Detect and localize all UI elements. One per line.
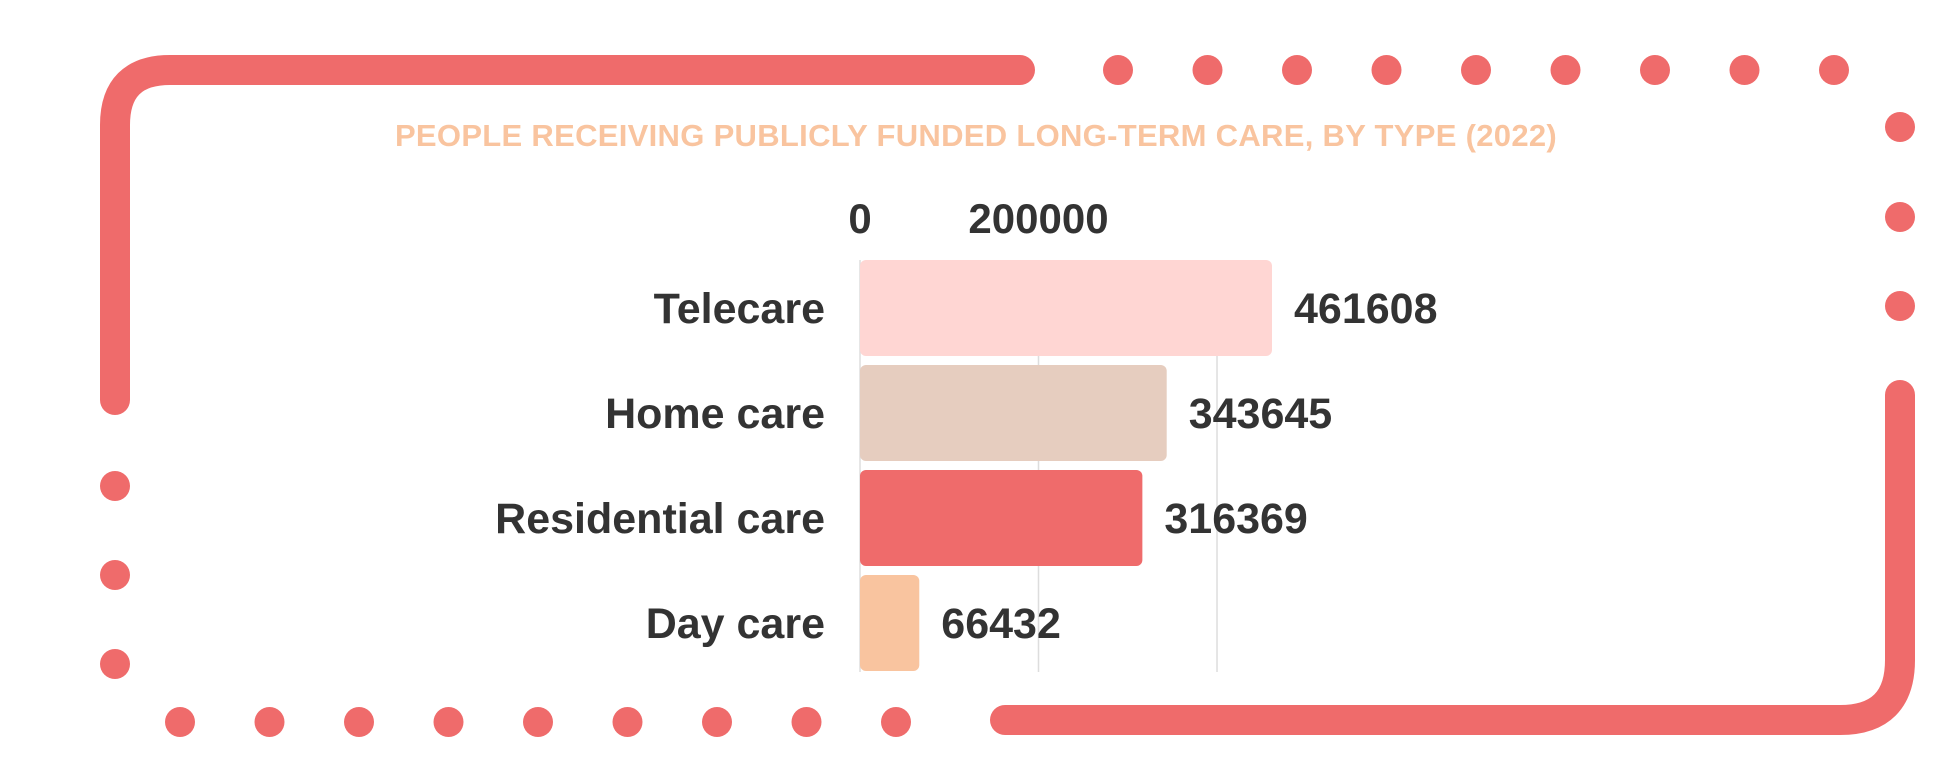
frame-dot bbox=[1282, 55, 1312, 85]
frame-dot bbox=[100, 471, 130, 501]
value-label: 66432 bbox=[941, 600, 1061, 648]
frame-dot bbox=[1192, 55, 1223, 85]
frame-top-left-stroke bbox=[100, 55, 1035, 415]
bar bbox=[860, 365, 1167, 461]
frame-dots bbox=[100, 55, 1915, 737]
frame-dot bbox=[702, 707, 732, 737]
frame-dot bbox=[100, 560, 130, 590]
frame-dot bbox=[1640, 55, 1670, 85]
bars bbox=[860, 260, 1272, 671]
frame-dot bbox=[254, 707, 285, 737]
bar bbox=[860, 470, 1143, 566]
frame-dot bbox=[1729, 55, 1760, 85]
bar bbox=[860, 260, 1272, 356]
frame-dot bbox=[791, 707, 822, 737]
bar bbox=[860, 575, 920, 671]
frame-dot bbox=[1461, 55, 1491, 85]
frame-dot bbox=[1819, 55, 1849, 85]
value-label: 343645 bbox=[1189, 390, 1333, 438]
frame-dot bbox=[1885, 112, 1915, 142]
frame-dot bbox=[1103, 55, 1133, 85]
frame-dot bbox=[1885, 291, 1915, 321]
frame-dot bbox=[100, 649, 130, 679]
frame-bottom-right-stroke bbox=[990, 380, 1915, 735]
frame-dot bbox=[1371, 55, 1402, 85]
x-tick-label: 200000 bbox=[968, 195, 1108, 242]
frame-dot bbox=[612, 707, 643, 737]
frame-dot bbox=[881, 707, 911, 737]
frame-dot bbox=[1885, 202, 1915, 232]
value-label: 316369 bbox=[1164, 495, 1308, 543]
frame-dot bbox=[344, 707, 374, 737]
category-label: Home care bbox=[605, 390, 825, 438]
x-axis-ticks: 0 200000 bbox=[848, 195, 1108, 242]
x-tick-label: 0 bbox=[848, 195, 871, 242]
category-label: Day care bbox=[646, 600, 825, 648]
frame-dot bbox=[523, 707, 553, 737]
category-labels: Telecare Home care Residential care Day car… bbox=[495, 285, 825, 648]
category-label: Residential care bbox=[495, 495, 825, 543]
frame-dot bbox=[165, 707, 195, 737]
category-label: Telecare bbox=[654, 285, 825, 333]
frame-dot bbox=[433, 707, 464, 737]
chart-title: PEOPLE RECEIVING PUBLICLY FUNDED LONG-TE… bbox=[394, 118, 1558, 153]
value-label: 461608 bbox=[1294, 285, 1438, 333]
frame-dot bbox=[1550, 55, 1581, 85]
value-labels: 461608 343645 316369 66432 bbox=[941, 285, 1437, 648]
